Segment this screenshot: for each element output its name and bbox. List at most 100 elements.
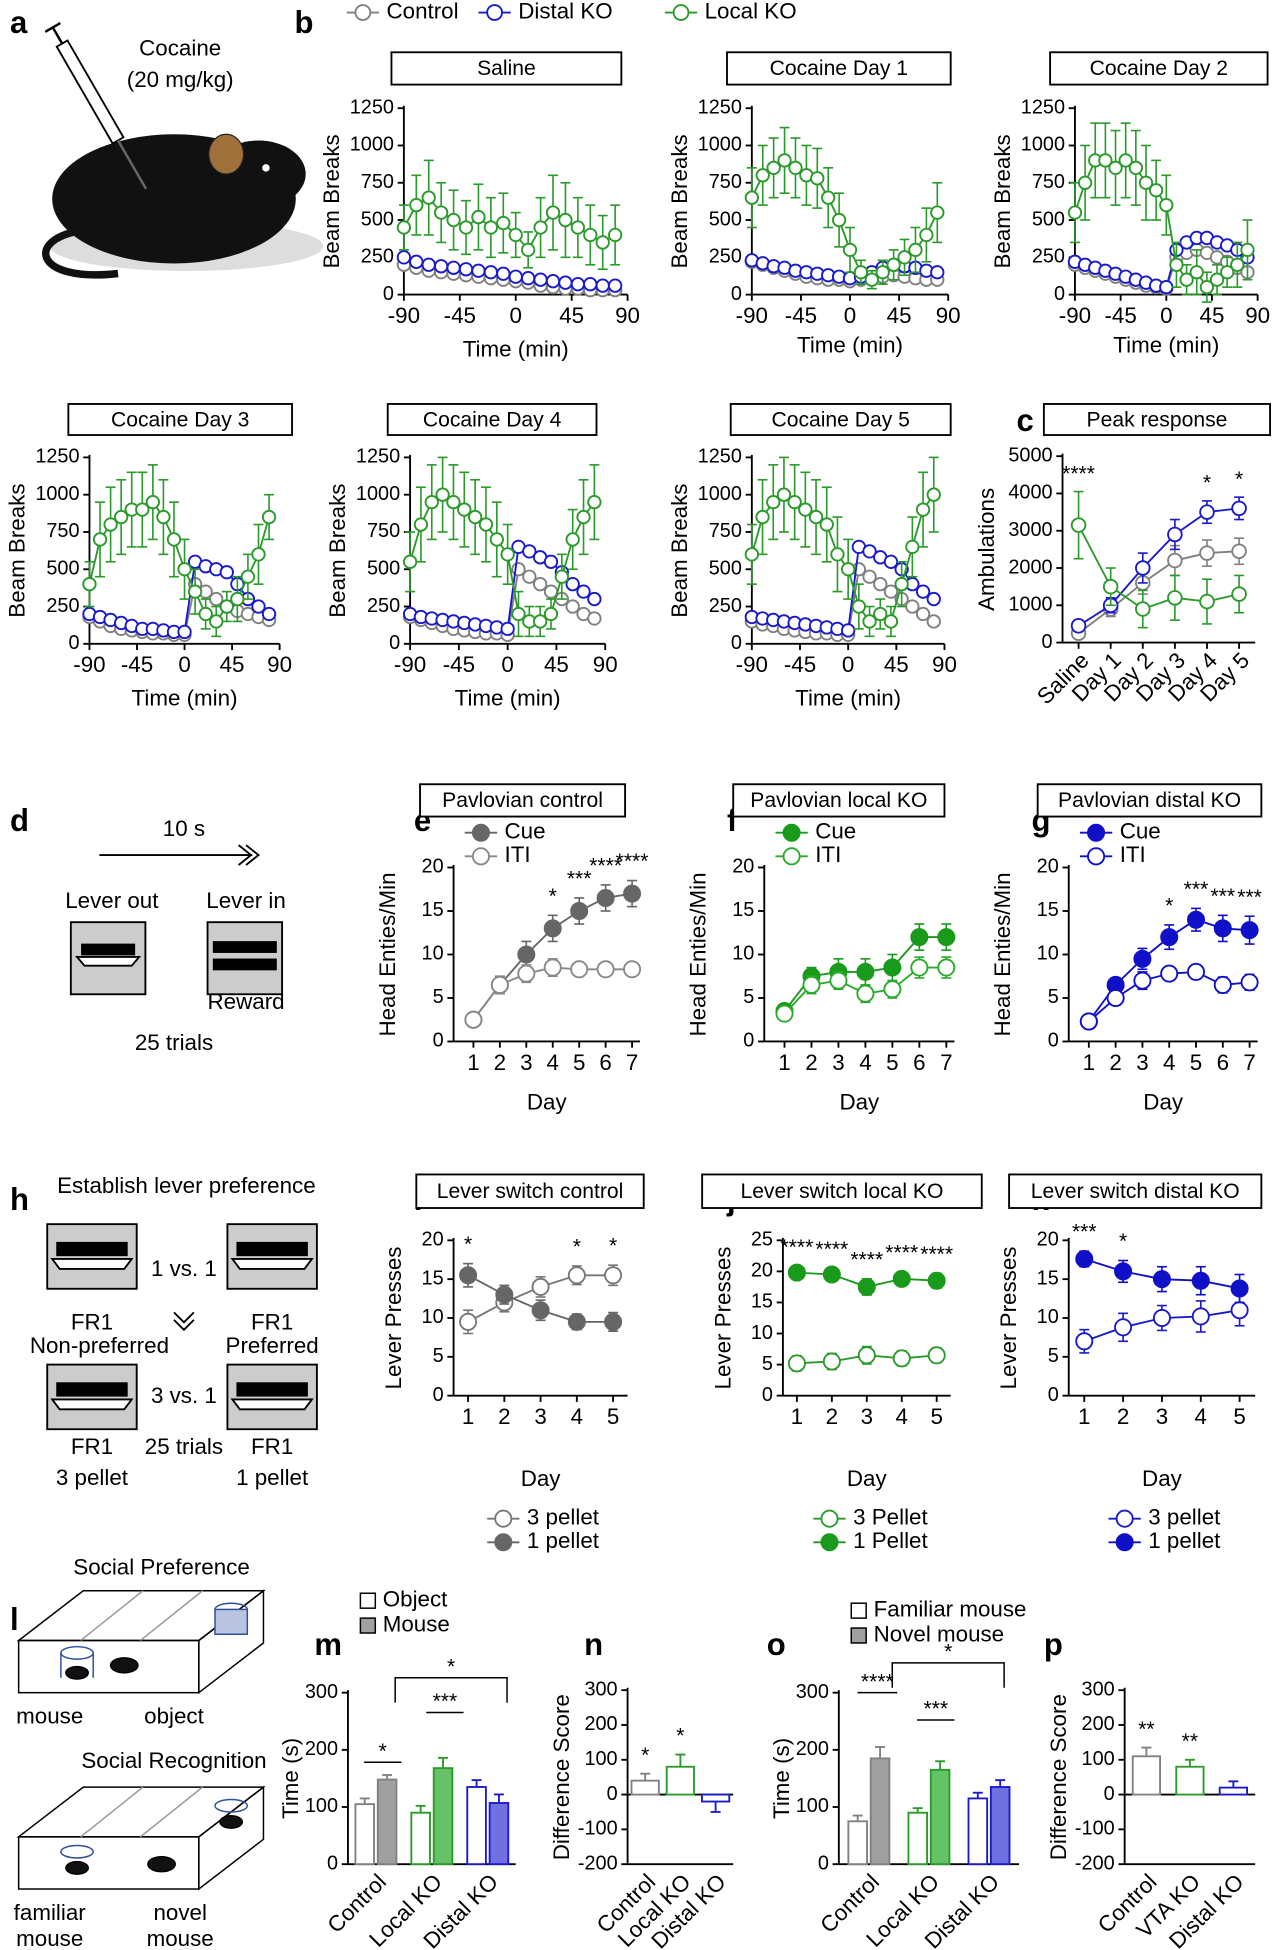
chart-title: Cocaine Day 2 bbox=[1090, 57, 1228, 80]
schematic-label: Establish lever preference bbox=[57, 1173, 316, 1198]
x-tick-label: 45 bbox=[884, 652, 909, 677]
y-tick-label: 500 bbox=[709, 208, 742, 230]
bar bbox=[967, 1797, 989, 1866]
lever bbox=[56, 1382, 128, 1397]
data-point bbox=[471, 263, 486, 278]
data-point bbox=[1199, 545, 1215, 561]
y-tick-label: 3000 bbox=[1008, 519, 1052, 541]
title-box bbox=[415, 1173, 645, 1209]
data-point bbox=[915, 584, 931, 599]
data-point bbox=[177, 624, 192, 640]
bar bbox=[376, 1778, 398, 1866]
x-tick-label: 5 bbox=[886, 1050, 898, 1075]
data-point bbox=[1231, 586, 1247, 602]
data-point bbox=[937, 958, 956, 977]
panel-letter: h bbox=[10, 1182, 29, 1217]
x-tick-label: -90 bbox=[1059, 303, 1091, 328]
data-point bbox=[1230, 1279, 1249, 1298]
lever bbox=[212, 941, 277, 953]
y-tick-label: 100 bbox=[305, 1795, 338, 1817]
y-axis-label: Time (s) bbox=[278, 1738, 303, 1819]
data-point bbox=[459, 1266, 478, 1285]
data-point bbox=[1199, 593, 1215, 610]
x-tick-label: -45 bbox=[444, 303, 476, 328]
schematic-label: FR1 bbox=[251, 1309, 293, 1334]
mouse-injection-schematic bbox=[42, 22, 324, 279]
significance: * bbox=[464, 1233, 472, 1256]
needle bbox=[116, 139, 148, 190]
y-axis-label: Beam Breaks bbox=[990, 134, 1015, 268]
x-tick-label: 2 bbox=[1117, 1404, 1129, 1429]
data-point bbox=[755, 168, 770, 183]
y-tick-label: 0 bbox=[743, 1030, 754, 1052]
y-tick-label: 500 bbox=[1032, 208, 1065, 230]
significance: **** bbox=[815, 1238, 848, 1261]
data-point bbox=[821, 190, 836, 205]
significance: * bbox=[641, 1744, 649, 1767]
plunger bbox=[51, 26, 64, 45]
data-point bbox=[851, 599, 867, 614]
y-tick-label: 0 bbox=[68, 632, 79, 654]
data-point bbox=[587, 494, 602, 510]
y-tick-label: 4000 bbox=[1008, 482, 1052, 504]
legend-label: Control bbox=[386, 0, 458, 23]
data-point bbox=[788, 160, 803, 175]
lever-out bbox=[75, 956, 142, 967]
data-point bbox=[508, 227, 523, 243]
legend-swatch bbox=[359, 1617, 377, 1634]
schematic-label: Reward bbox=[208, 989, 285, 1014]
data-point bbox=[937, 928, 956, 947]
y-tick-label: 1250 bbox=[1021, 96, 1065, 118]
y-tick-label: 500 bbox=[367, 558, 400, 580]
y-axis-label: Difference Score bbox=[1046, 1694, 1071, 1860]
chart-title: Lever switch distal KO bbox=[1031, 1180, 1240, 1203]
data-point bbox=[500, 547, 515, 562]
series-line bbox=[1078, 550, 1240, 634]
x-tick-label: 90 bbox=[267, 652, 292, 677]
data-point bbox=[1135, 601, 1151, 617]
data-point bbox=[808, 509, 824, 525]
data-point bbox=[1135, 560, 1151, 576]
data-point bbox=[1159, 197, 1174, 213]
chamber bbox=[226, 1363, 318, 1431]
x-tick-label: 4 bbox=[859, 1050, 871, 1075]
data-point bbox=[576, 509, 591, 525]
x-tick-label: 0 bbox=[501, 652, 513, 677]
data-point bbox=[251, 599, 266, 614]
data-point bbox=[1186, 962, 1206, 981]
x-tick-label: 3 bbox=[861, 1404, 873, 1429]
legend-marker bbox=[471, 847, 490, 866]
x-axis-label: Time (min) bbox=[455, 686, 561, 711]
data-point bbox=[92, 532, 108, 547]
legend-marker bbox=[1087, 823, 1106, 842]
data-point bbox=[545, 274, 561, 289]
x-tick-label: 4 bbox=[571, 1404, 583, 1429]
mouse-eye bbox=[262, 164, 270, 172]
y-tick-label: 5 bbox=[433, 986, 444, 1008]
data-point bbox=[558, 212, 573, 228]
data-point bbox=[435, 487, 450, 502]
panel-letter: c bbox=[1017, 403, 1034, 438]
y-tick-label: 20 bbox=[422, 856, 444, 878]
y-tick-label: 300 bbox=[305, 1681, 338, 1703]
data-point bbox=[567, 1312, 586, 1331]
data-point bbox=[873, 577, 888, 592]
schematic-label: Social Recognition bbox=[81, 1748, 266, 1773]
legend-label: 1 pellet bbox=[527, 1528, 600, 1553]
data-point bbox=[905, 539, 920, 555]
y-tick-label: 300 bbox=[584, 1678, 617, 1700]
series-line bbox=[1077, 524, 1240, 611]
data-point bbox=[1159, 280, 1174, 295]
data-point bbox=[446, 212, 461, 228]
lever-out bbox=[50, 1398, 134, 1411]
y-tick-label: 250 bbox=[709, 595, 742, 617]
bar bbox=[700, 1793, 731, 1803]
x-tick-label: 90 bbox=[932, 652, 957, 677]
data-point bbox=[1231, 500, 1247, 517]
x-tick-label: 4 bbox=[896, 1404, 908, 1429]
x-axis-label: Time (min) bbox=[463, 336, 569, 361]
data-point bbox=[583, 227, 598, 243]
x-tick-label: 7 bbox=[626, 1050, 638, 1075]
schematic-label: 25 trials bbox=[135, 1030, 213, 1055]
legend-label: Cue bbox=[1120, 819, 1161, 844]
